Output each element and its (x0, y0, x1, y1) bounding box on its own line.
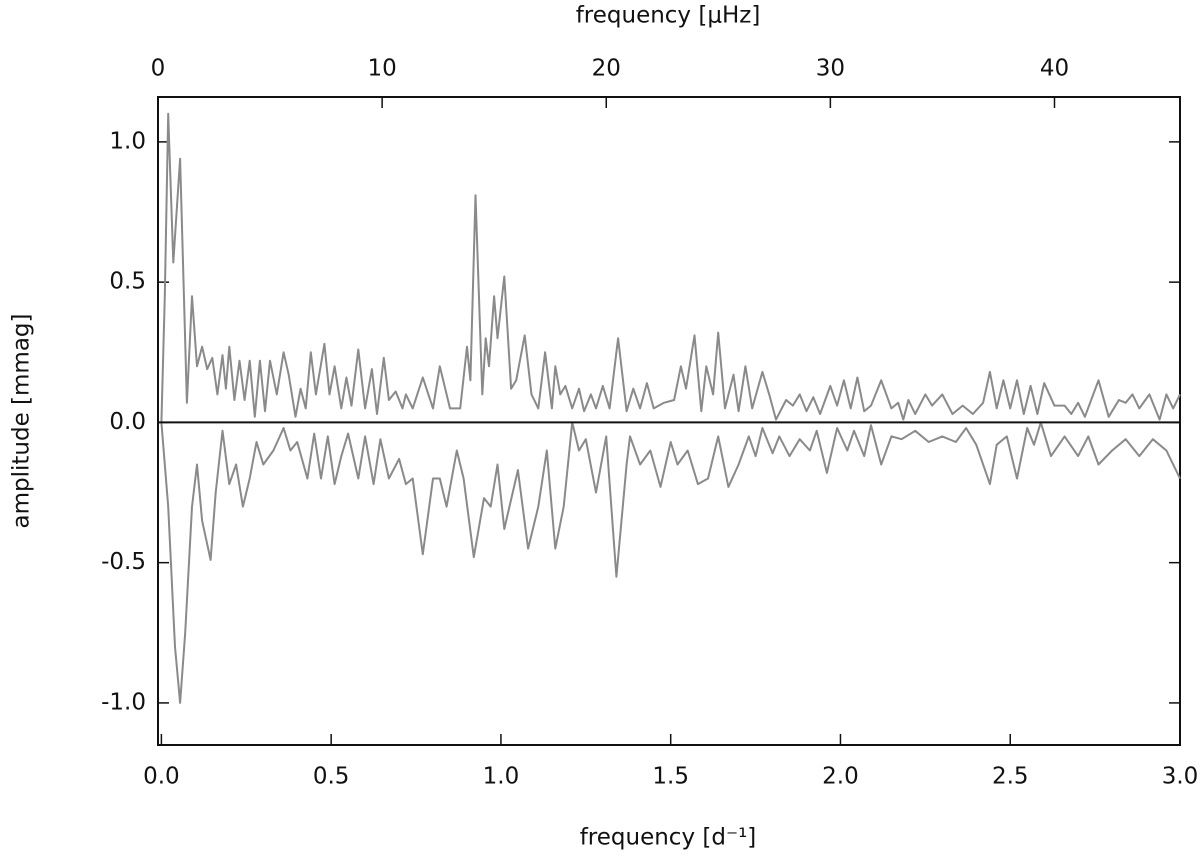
x-tick-label: 1.0 (483, 764, 520, 790)
x-axis-label: frequency [d⁻¹] (580, 825, 757, 851)
y-tick-label: 0.0 (109, 409, 146, 435)
y-tick-label: -1.0 (101, 689, 146, 715)
y-tick-label: 0.5 (109, 269, 146, 295)
x-tick-label: 3.0 (1162, 764, 1199, 790)
spectrum-line (160, 112, 1181, 423)
x2-axis-label: frequency [μHz] (576, 3, 761, 29)
y-tick-label: 1.0 (109, 128, 146, 154)
x-tick-label: 1.5 (652, 764, 689, 790)
x2-tick-label: 0 (151, 56, 166, 82)
x2-tick-label: 30 (816, 56, 845, 82)
x-tick-label: 0.0 (143, 764, 180, 790)
y-axis-label: amplitude [mmag] (9, 314, 35, 529)
x2-tick-label: 20 (592, 56, 621, 82)
y-tick-label: -0.5 (101, 549, 146, 575)
x2-tick-label: 40 (1040, 56, 1069, 82)
x-tick-label: 2.0 (822, 764, 859, 790)
x-tick-label: 2.5 (992, 764, 1029, 790)
x2-tick-label: 10 (367, 56, 396, 82)
spectrum-line (160, 421, 1181, 704)
x-tick-label: 0.5 (313, 764, 350, 790)
plot-frame (157, 96, 1181, 746)
